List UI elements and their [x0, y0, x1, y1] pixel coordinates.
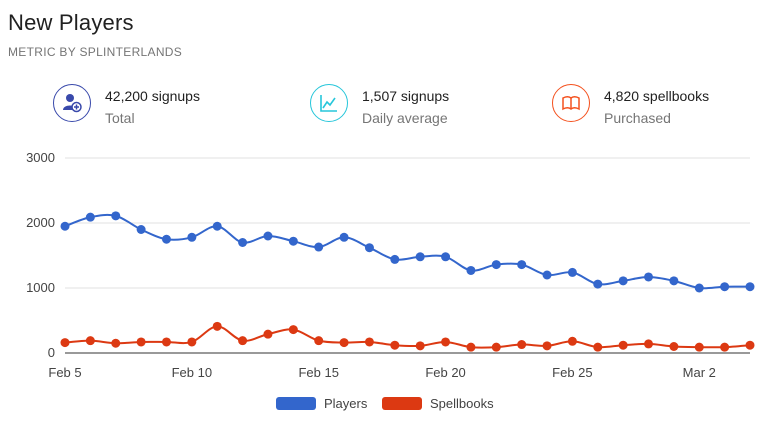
data-point-spellbooks	[517, 340, 527, 350]
data-point-players	[212, 221, 222, 231]
data-point-spellbooks	[618, 340, 628, 350]
legend-item-players[interactable]: Players	[276, 396, 367, 411]
data-point-spellbooks	[238, 336, 248, 346]
stat-purchased-label: Purchased	[604, 110, 671, 126]
x-tick-label: Feb 25	[552, 365, 592, 380]
data-point-spellbooks	[567, 336, 577, 346]
data-point-spellbooks	[441, 337, 451, 347]
data-point-spellbooks	[669, 342, 679, 351]
data-point-spellbooks	[720, 342, 730, 352]
book-icon	[552, 84, 590, 122]
data-point-players	[161, 234, 171, 244]
data-point-spellbooks	[111, 338, 121, 348]
data-point-players	[85, 212, 95, 222]
y-tick-label: 3000	[26, 150, 55, 165]
data-point-spellbooks	[314, 336, 324, 346]
data-point-spellbooks	[161, 337, 171, 347]
data-point-spellbooks	[593, 342, 603, 352]
legend-label-players: Players	[324, 396, 368, 411]
x-tick-label: Feb 10	[172, 365, 212, 380]
series-line-players	[64, 213, 751, 290]
data-point-players	[491, 260, 501, 270]
stat-daily-average: 1,507 signups Daily average	[310, 84, 510, 130]
data-point-spellbooks	[85, 336, 95, 346]
trend-chart-icon	[310, 84, 348, 122]
x-tick-label: Feb 20	[425, 365, 465, 380]
data-point-players	[136, 225, 146, 234]
data-point-players	[593, 279, 603, 289]
data-point-players	[720, 282, 730, 292]
data-point-spellbooks	[491, 342, 501, 352]
data-point-players	[415, 252, 425, 262]
data-point-players	[745, 282, 755, 292]
data-point-spellbooks	[415, 341, 425, 351]
data-point-players	[364, 243, 374, 253]
data-point-players	[542, 270, 552, 280]
data-point-spellbooks	[288, 325, 298, 335]
data-point-players	[238, 238, 248, 247]
data-point-players	[339, 232, 349, 242]
data-point-players	[441, 252, 451, 262]
page-title: New Players	[8, 10, 134, 35]
data-point-players	[263, 231, 273, 241]
data-point-spellbooks	[263, 329, 273, 339]
data-point-players	[111, 211, 121, 221]
legend-swatch-spellbooks	[382, 397, 422, 410]
data-point-players	[187, 232, 197, 242]
y-tick-label: 1000	[26, 280, 55, 295]
stat-total-value: 42,200 signups	[105, 88, 200, 104]
stat-purchased-value: 4,820 spellbooks	[604, 88, 710, 104]
data-point-spellbooks	[542, 341, 552, 351]
data-point-spellbooks	[187, 337, 197, 347]
y-tick-label: 0	[48, 345, 55, 360]
x-tick-label: Mar 2	[683, 365, 716, 380]
data-point-players	[669, 276, 679, 286]
legend-label-spellbooks: Spellbooks	[430, 396, 494, 411]
data-point-spellbooks	[364, 337, 374, 347]
data-point-spellbooks	[745, 340, 755, 350]
chart-legend: Players Spellbooks	[0, 396, 768, 414]
data-point-players	[390, 254, 400, 264]
x-tick-label: Feb 15	[298, 365, 338, 380]
data-point-spellbooks	[339, 338, 349, 348]
data-point-spellbooks	[694, 342, 704, 352]
data-point-players	[288, 236, 298, 246]
stat-daily-average-value: 1,507 signups	[362, 88, 450, 104]
data-point-players	[60, 221, 70, 231]
data-point-players	[517, 260, 527, 270]
stat-purchased: 4,820 spellbooks Purchased	[552, 84, 752, 130]
data-point-spellbooks	[466, 342, 476, 352]
data-point-spellbooks	[136, 337, 146, 347]
stat-total: 42,200 signups Total	[53, 84, 253, 130]
legend-item-spellbooks[interactable]: Spellbooks	[382, 396, 494, 411]
page-subtitle: METRIC BY SPLINTERLANDS	[8, 45, 183, 59]
data-point-players	[694, 283, 704, 293]
stat-daily-average-label: Daily average	[362, 110, 448, 126]
series-line-spellbooks	[64, 325, 751, 349]
stat-total-label: Total	[105, 110, 135, 126]
x-tick-label: Feb 5	[48, 365, 81, 380]
user-add-icon	[53, 84, 91, 122]
y-tick-label: 2000	[26, 215, 55, 230]
data-point-players	[567, 267, 577, 277]
data-point-players	[314, 242, 324, 252]
data-point-spellbooks	[390, 340, 400, 350]
data-point-players	[466, 265, 476, 275]
data-point-spellbooks	[212, 321, 222, 331]
data-point-players	[618, 276, 628, 286]
legend-swatch-players	[276, 397, 316, 410]
data-point-spellbooks	[644, 339, 654, 349]
data-point-spellbooks	[60, 338, 70, 348]
data-point-players	[644, 272, 654, 282]
